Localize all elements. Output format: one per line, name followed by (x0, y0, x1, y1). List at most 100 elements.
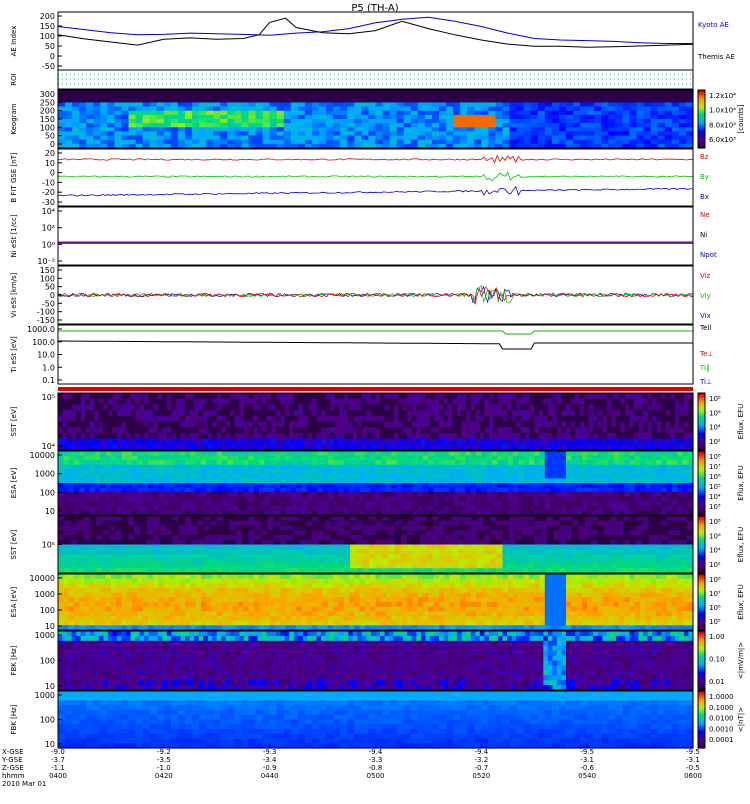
keogram-colorbar-label: 6.0x10³ (709, 136, 736, 144)
ae-ytick: 200 (40, 12, 55, 21)
temperature-ti-line (58, 331, 693, 334)
temperature-frame (58, 325, 693, 384)
bfield-line (58, 187, 693, 196)
time-axis-row-label: hhmm (2, 772, 25, 780)
fbk1-colorbar-label: 0.10 (709, 656, 725, 664)
time-tick-label: -3.3 (369, 756, 383, 764)
fbk2-ylabel: FBK [Hz] (10, 704, 18, 734)
time-tick-label: -3.7 (51, 756, 65, 764)
fbk1-colorbar-label: 1.00 (709, 633, 725, 641)
legend-bz: Bz (700, 153, 709, 161)
time-tick-label: 0400 (49, 772, 67, 780)
esa1-heatmap (58, 451, 694, 516)
keogram-colorbar-label: 1.2x10⁴ (709, 92, 736, 100)
fbk2-heatmap (58, 691, 694, 749)
bfield-ylabel: B FIT GSE [nT] (10, 152, 18, 203)
bfield-ytick: 10 (45, 159, 55, 168)
density-ytick: 10⁴ (42, 207, 55, 216)
bfield-line (58, 173, 693, 181)
time-tick-label: -9.5 (686, 748, 700, 756)
fbk1-ylabel: FBK [Hz] (10, 645, 18, 675)
ae-ytick: 100 (40, 32, 55, 41)
time-tick-label: -9.5 (580, 748, 594, 756)
sst1-colorbar-title: Eflux, EFU (737, 404, 745, 439)
fbk2-colorbar-label: 0.0001 (709, 736, 734, 744)
keogram-colorbar (698, 90, 705, 149)
esa2-colorbar-label: 10⁵ (709, 618, 721, 626)
sst2-colorbar-label: 10⁸ (709, 518, 721, 526)
esa1-ylabel: ESA [eV] (10, 467, 18, 498)
keogram-colorbar-label: 1.0x10⁴ (709, 107, 736, 115)
keogram-colorbar-title: [counts] (737, 104, 745, 133)
time-tick-label: -1.0 (157, 764, 171, 772)
time-tick-label: 0500 (367, 772, 385, 780)
ae-ytick: -50 (42, 62, 55, 71)
keogram-colorbar-label: 8.0x10³ (709, 121, 736, 129)
fbk1-colorbar (698, 631, 705, 691)
fbk2-colorbar-label: 1.0000 (709, 693, 734, 701)
time-tick-label: -3.2 (474, 756, 488, 764)
esa2-ytick: 1000 (35, 590, 55, 599)
sst1-ytick: 10⁵ (42, 393, 55, 402)
esa2-colorbar-label: 10⁸ (709, 576, 721, 584)
sst1-colorbar-label: 10⁸ (709, 395, 721, 403)
legend-temp-2: Ti‖ (699, 364, 710, 372)
separator-bar (58, 387, 693, 391)
time-tick-label: -9.2 (157, 748, 171, 756)
sst2-colorbar-label: 10⁶ (709, 532, 721, 540)
fbk1-ytick: 1000 (35, 631, 55, 640)
esa1-colorbar-label: 10⁶ (709, 473, 721, 481)
sst2-ytick: 10⁵ (42, 541, 55, 550)
temperature-ylabel: Ti eSt [eV] (10, 336, 18, 374)
time-tick-label: -9.4 (369, 748, 383, 756)
density-ytick: 10⁻² (37, 257, 55, 266)
legend-viz: Viz (700, 272, 711, 280)
fbk1-colorbar-title: <|mV/m|> (737, 642, 745, 679)
bfield-ytick: 0 (50, 169, 55, 178)
time-tick-label: 0600 (684, 772, 702, 780)
fbk2-colorbar-label: 0.0100 (709, 715, 734, 723)
density-ytick: 10⁰ (42, 240, 55, 249)
sst2-colorbar-title: Eflux, EFU (737, 527, 745, 562)
density-frame (58, 207, 693, 265)
esa1-colorbar (698, 451, 705, 516)
time-tick-label: -9.3 (263, 748, 277, 756)
time-tick-label: -0.9 (263, 764, 277, 772)
sst1-heatmap (58, 393, 694, 451)
legend-by: By (700, 173, 709, 181)
esa1-ytick: 1000 (35, 470, 55, 479)
ae-ytick: 50 (45, 42, 55, 51)
time-tick-label: 0520 (472, 772, 490, 780)
temperature-ytick: 0.1 (42, 376, 55, 385)
esa1-colorbar-label: 10⁴ (709, 493, 721, 501)
legend-viy: Viy (700, 292, 711, 300)
ae-ylabel: AE Index (10, 26, 18, 57)
esa2-ytick: 100 (40, 606, 55, 615)
legend-bx: Bx (700, 193, 709, 201)
sst1-ylabel: SST [eV] (10, 406, 18, 436)
velocity-ylabel: Vi eSt [km/s] (10, 272, 18, 317)
esa2-colorbar-label: 10⁷ (709, 590, 721, 598)
fbk2-colorbar (698, 691, 705, 749)
roi-frame (58, 70, 693, 89)
esa2-colorbar-title: Eflux, EFU (737, 584, 745, 619)
time-tick-label: -1.1 (51, 764, 65, 772)
temperature-tell-line (58, 341, 693, 349)
sst1-colorbar-label: 10⁶ (709, 409, 721, 417)
bfield-ytick: -10 (42, 178, 55, 187)
esa1-ytick: 100 (40, 488, 55, 497)
fbk2-colorbar-title: <|nT|> (737, 707, 745, 732)
time-tick-label: -0.8 (369, 764, 383, 772)
bfield-ytick: -20 (42, 188, 55, 197)
legend-temp-0: Tell (699, 324, 711, 332)
esa1-colorbar-label: 10³ (709, 503, 721, 511)
time-tick-label: 0420 (155, 772, 173, 780)
esa1-colorbar-title: Eflux, EFU (737, 465, 745, 500)
temperature-ytick: 1.0 (42, 363, 55, 372)
legend-temp-1: Te⊥ (699, 350, 714, 358)
esa2-colorbar-label: 10⁶ (709, 604, 721, 612)
sst2-colorbar-label: 10⁴ (709, 547, 721, 555)
temperature-ytick: 10.0 (37, 351, 55, 360)
